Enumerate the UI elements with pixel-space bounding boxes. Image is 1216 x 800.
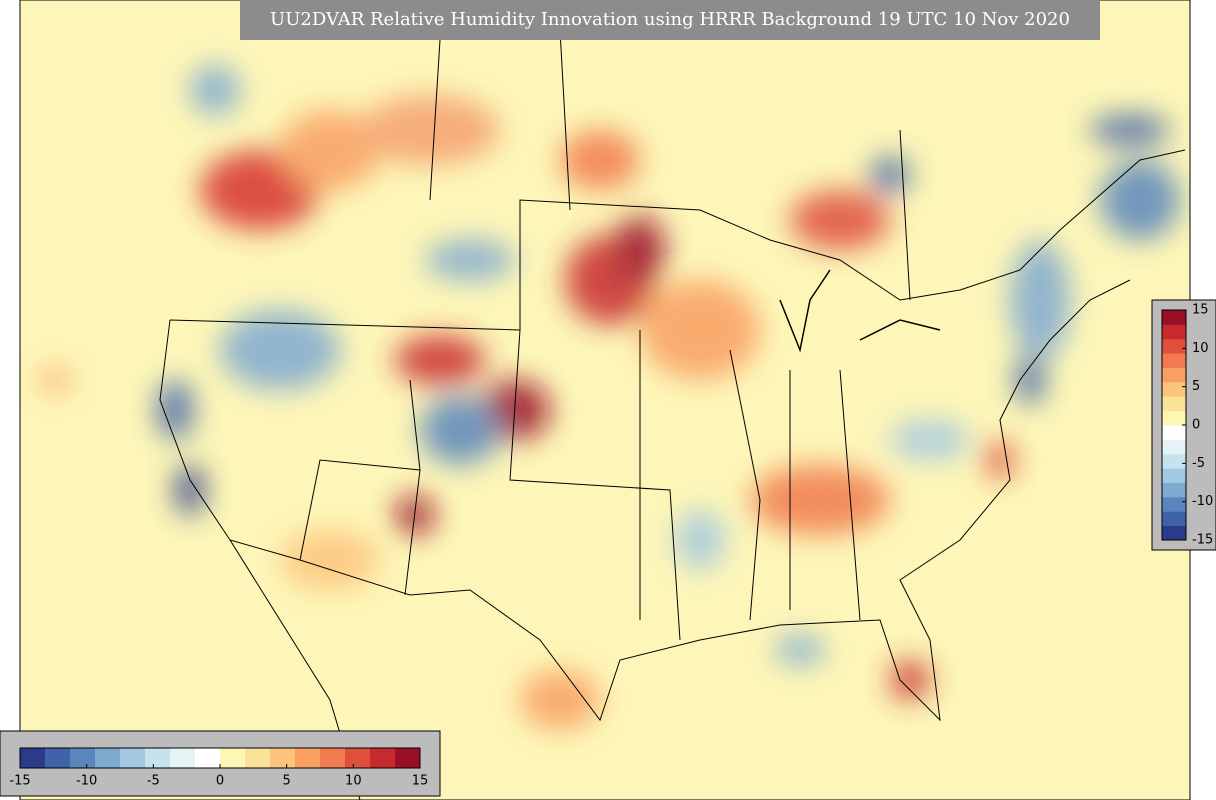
colorbar-segment — [1162, 324, 1186, 340]
colorbar-tick-label: 10 — [345, 774, 362, 789]
colorbar-tick-label: -15 — [1192, 533, 1213, 548]
colorbar-tick-label: -5 — [147, 774, 160, 789]
colorbar-tick-label: -15 — [9, 774, 30, 789]
colorbar-segment — [270, 748, 296, 768]
colorbar-horizontal: -15 -10 -5 0 5 10 15 — [9, 747, 429, 789]
colorbar-segment — [1162, 410, 1186, 426]
colorbar-segment — [1162, 496, 1186, 512]
colorbar-segment — [70, 748, 96, 768]
colorbar-segment — [1162, 511, 1186, 527]
colorbar-segment — [1162, 439, 1186, 455]
colorbar-tick-label: 15 — [1192, 303, 1209, 318]
colorbar-segment — [195, 748, 221, 768]
colorbar-tick-label: 0 — [216, 774, 224, 789]
colorbar-segment — [1162, 525, 1186, 541]
colorbar-tick-label: 5 — [1192, 379, 1200, 394]
colorbar-tick-label: 15 — [412, 774, 429, 789]
colorbar-segment — [1162, 381, 1186, 397]
colorbar-segment — [45, 748, 71, 768]
colorbar-tick-label: -5 — [1192, 456, 1205, 471]
colorbar-segment — [145, 748, 171, 768]
colorbar-segment — [1162, 338, 1186, 354]
title: UU2DVAR Relative Humidity Innovation usi… — [270, 9, 1070, 30]
colorbar-tick-label: -10 — [76, 774, 97, 789]
boundaries — [159, 29, 1186, 800]
colorbar-segment — [170, 748, 196, 768]
map-field — [20, 0, 1190, 800]
colorbar-segment — [20, 748, 46, 768]
colorbar-segment — [95, 748, 121, 768]
colorbar-tick-label: -10 — [1192, 494, 1213, 509]
colorbar-segment — [370, 748, 396, 768]
colorbar-segment — [245, 748, 271, 768]
colorbar-tick-label: 0 — [1192, 418, 1200, 433]
colorbar-segment — [320, 748, 346, 768]
colorbar-tick-label: 10 — [1192, 341, 1209, 356]
colorbar-segment — [1162, 367, 1186, 383]
title-box — [240, 0, 1100, 40]
colorbar-segment — [1162, 353, 1186, 368]
colorbar-segment — [1162, 482, 1186, 498]
colorbar-segment — [120, 748, 146, 768]
colorbar-segment — [1162, 425, 1186, 440]
colorbar-segment — [1162, 310, 1186, 325]
colorbar-segment — [1162, 468, 1186, 483]
colorbar-segment — [220, 748, 246, 768]
colorbar-tick-label: 5 — [283, 774, 291, 789]
colorbar-segment — [345, 748, 371, 768]
colorbar-vertical: -15 -10 -5 0 5 10 15 — [1161, 303, 1213, 548]
colorbar-segment — [1162, 453, 1186, 469]
colorbar-segment — [295, 748, 321, 768]
colorbar-segment — [395, 748, 421, 768]
colorbar-segment — [1162, 396, 1186, 412]
